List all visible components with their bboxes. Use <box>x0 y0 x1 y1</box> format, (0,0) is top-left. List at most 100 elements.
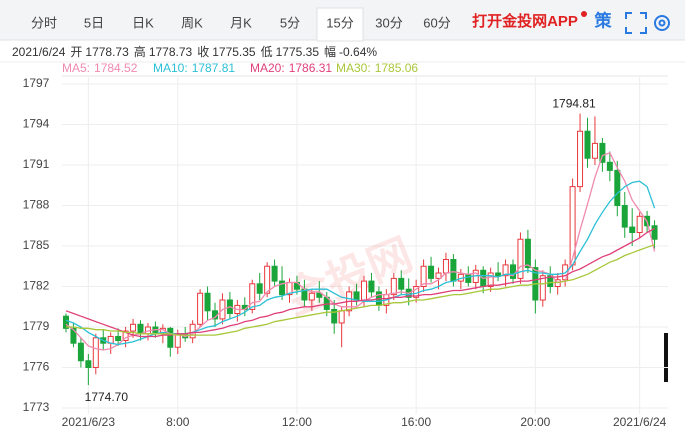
ma-line <box>65 151 656 351</box>
legend-name: MA10: <box>153 61 188 75</box>
candle-body <box>115 335 122 342</box>
candle-body <box>584 130 591 159</box>
candle-body <box>338 310 345 324</box>
candle-body <box>629 226 636 234</box>
candle-body <box>398 277 405 290</box>
legend-value: 1785.06 <box>375 61 419 75</box>
tab[interactable]: 5日 <box>84 15 104 30</box>
info-label: 低 <box>261 45 273 59</box>
legend-name: MA5: <box>62 61 90 75</box>
candle-body <box>599 142 606 163</box>
candle-body <box>189 323 196 339</box>
candle-body <box>331 308 338 324</box>
scroll-indicator <box>664 333 668 382</box>
candle-body <box>487 272 494 287</box>
info-label: 开 <box>70 45 82 59</box>
candle-body <box>510 264 516 279</box>
extreme-label: 1794.81 <box>552 97 596 111</box>
tab[interactable]: 30分 <box>375 15 402 30</box>
y-tick-label: 1797 <box>23 76 50 90</box>
extreme-label: 1774.70 <box>85 390 129 404</box>
x-tick-label: 2021/6/24 <box>613 415 667 429</box>
tab[interactable]: 分时 <box>31 15 57 30</box>
candle-body <box>435 272 442 279</box>
candle-body <box>70 327 77 344</box>
strategy-icon[interactable]: 策 <box>595 10 613 30</box>
candle-body <box>271 265 278 282</box>
y-tick-label: 1779 <box>23 319 50 333</box>
ma-line <box>66 244 655 336</box>
tab[interactable]: 15分 <box>326 15 353 30</box>
candle-body <box>167 327 174 348</box>
candle-body <box>651 225 658 240</box>
y-tick-label: 1776 <box>23 360 50 374</box>
candle-body <box>256 283 263 294</box>
info-label: 收 <box>197 45 209 59</box>
badge-dot <box>581 11 587 17</box>
legend-value: 1786.31 <box>289 61 333 75</box>
legend-value: 1787.81 <box>192 61 236 75</box>
candle-body <box>502 264 509 277</box>
candle-body <box>264 265 271 294</box>
candle-body <box>420 265 427 287</box>
x-tick-label: 12:00 <box>282 415 312 429</box>
tab[interactable]: 周K <box>181 15 203 30</box>
tab[interactable]: 60分 <box>423 15 450 30</box>
candle-body <box>249 283 256 310</box>
info-label: 幅 <box>324 44 336 59</box>
info-value: 1775.35 <box>276 45 320 59</box>
candle-body <box>606 161 613 171</box>
candle-body <box>368 280 375 293</box>
candle-body <box>122 330 129 341</box>
candle-body <box>77 342 84 362</box>
tab-selected-bg <box>316 7 364 42</box>
ma-line <box>65 227 655 338</box>
tab[interactable]: 日K <box>132 15 154 30</box>
y-tick-label: 1773 <box>23 400 50 414</box>
candle-body <box>137 323 144 335</box>
candle-body <box>130 323 137 332</box>
tab[interactable]: 5分 <box>280 15 300 30</box>
candle-body <box>539 275 546 301</box>
y-tick-label: 1791 <box>23 157 50 171</box>
candle-body <box>495 272 502 277</box>
legend-entry: MA30: 1785.06 <box>336 61 418 75</box>
x-tick-label: 20:00 <box>520 415 550 429</box>
legend-value: 1784.52 <box>94 61 138 75</box>
info-date: 2021/6/24 <box>12 45 66 59</box>
legend-entry: MA20: 1786.31 <box>250 61 332 75</box>
candle-body <box>636 215 643 234</box>
candle-body <box>517 238 524 279</box>
info-value: 1778.73 <box>149 45 193 59</box>
tab[interactable]: 月K <box>230 15 252 30</box>
candle-body <box>204 292 211 312</box>
legend-name: MA30: <box>336 61 371 75</box>
candle-body <box>442 259 449 274</box>
candle-body <box>316 292 323 298</box>
candle-body <box>197 292 204 325</box>
candle-body <box>92 337 99 368</box>
candle-body <box>428 265 435 279</box>
settings-icon[interactable] <box>654 15 670 31</box>
fullscreen-icon[interactable] <box>625 12 647 34</box>
candle-body <box>85 360 92 368</box>
info-value: 1775.35 <box>212 45 256 59</box>
candle-body <box>524 238 531 269</box>
candle-body <box>63 315 69 329</box>
info-line: 2021/6/24 开 1778.73 高 1778.73 收 1775.35 低 1775.3… <box>12 44 377 59</box>
y-tick-label: 1788 <box>23 198 50 212</box>
candle-body <box>621 205 628 228</box>
candle-body <box>591 142 598 159</box>
x-tick-label: 16:00 <box>401 415 431 429</box>
candle-body <box>450 259 457 282</box>
candle-body <box>547 275 554 288</box>
legend-name: MA20: <box>250 61 285 75</box>
candle-body <box>465 273 472 283</box>
candle-body <box>353 291 360 301</box>
candle-body <box>174 333 181 348</box>
app-link[interactable]: 打开金投网APP <box>472 12 578 30</box>
candle-body <box>577 130 584 188</box>
candle-body <box>614 169 621 206</box>
